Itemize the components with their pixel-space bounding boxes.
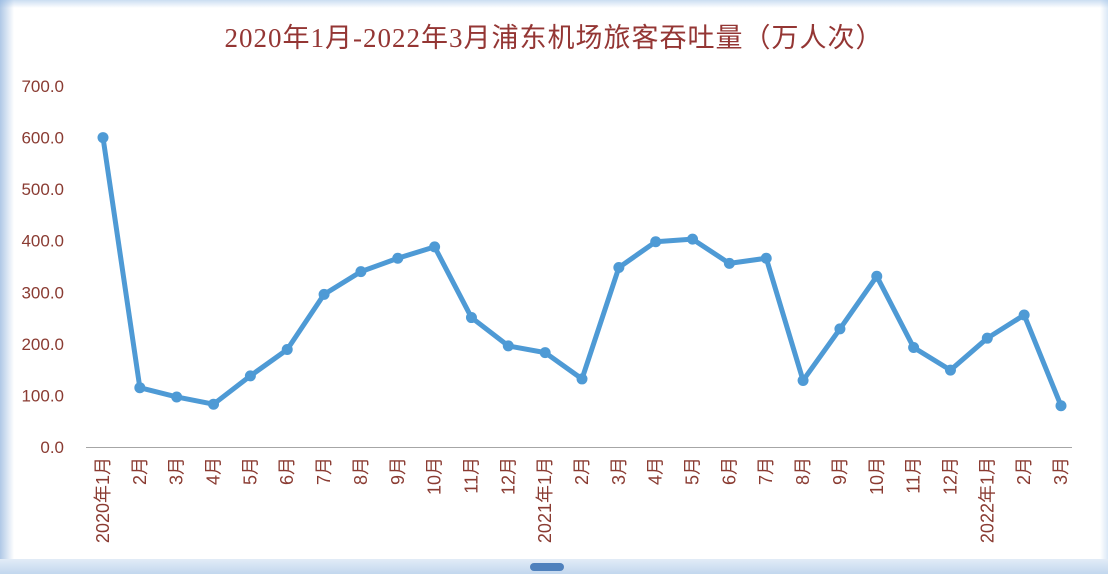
x-tick-label: 2022年1月 [977, 457, 997, 543]
horizontal-scrollbar-thumb[interactable] [530, 563, 564, 571]
data-point-marker [797, 374, 809, 386]
x-tick-label: 7月 [756, 457, 776, 485]
data-point-marker [281, 344, 293, 356]
data-point-marker [171, 391, 183, 403]
data-point-marker [1055, 400, 1067, 412]
y-tick-label: 300.0 [21, 283, 64, 302]
data-point-marker [981, 332, 993, 344]
x-tick-label: 12月 [940, 457, 960, 495]
data-point-marker [355, 266, 367, 278]
data-point-marker [834, 323, 846, 335]
x-tick-label: 9月 [388, 457, 408, 485]
data-point-marker [944, 364, 956, 376]
data-point-marker [650, 236, 662, 248]
data-point-marker [539, 347, 551, 359]
line-series [100, 135, 1064, 409]
data-point-marker [1018, 309, 1030, 321]
y-tick-label: 500.0 [21, 180, 64, 199]
data-point-marker [97, 132, 109, 144]
data-point-marker [613, 262, 625, 274]
x-tick-label: 3月 [609, 457, 629, 485]
data-point-marker [576, 373, 588, 385]
y-tick-label: 0.0 [40, 438, 64, 457]
x-tick-label: 8月 [793, 457, 813, 485]
data-point-marker [871, 270, 883, 282]
x-tick-label: 2021年1月 [535, 457, 555, 543]
data-point-marker [760, 252, 772, 264]
data-point-marker [723, 257, 735, 269]
x-tick-label: 3月 [167, 457, 187, 485]
x-tick-label: 11月 [461, 457, 481, 494]
x-tick-label: 12月 [498, 457, 518, 495]
x-tick-label: 11月 [904, 457, 924, 494]
x-tick-label: 2020年1月 [93, 457, 113, 543]
data-point-marker [244, 370, 256, 382]
data-point-marker [429, 241, 441, 253]
y-tick-label: 400.0 [21, 232, 64, 251]
x-tick-label: 7月 [314, 457, 334, 485]
x-tick-label: 3月 [1051, 457, 1071, 485]
x-tick-label: 10月 [867, 457, 887, 495]
data-point-marker [392, 252, 404, 264]
x-tick-label: 4月 [646, 457, 666, 485]
x-tick-label: 6月 [277, 457, 297, 485]
x-tick-label: 2月 [572, 457, 592, 485]
x-tick-label: 5月 [240, 457, 260, 485]
horizontal-scrollbar [0, 559, 1108, 574]
data-point-marker [908, 341, 920, 353]
x-tick-label: 2月 [130, 457, 150, 485]
data-point-marker [465, 312, 477, 324]
y-tick-label: 100.0 [21, 386, 64, 405]
x-tick-label: 10月 [425, 457, 445, 495]
x-tick-label: 5月 [683, 457, 703, 485]
data-point-marker [208, 398, 220, 410]
y-tick-label: 700.0 [21, 77, 64, 96]
data-point-marker [687, 233, 699, 245]
x-tick-label: 6月 [719, 457, 739, 485]
chart-title: 2020年1月-2022年3月浦东机场旅客吞吐量（万人次） [224, 23, 884, 53]
x-tick-label: 4月 [204, 457, 224, 485]
data-point-marker [318, 288, 330, 300]
y-tick-label: 200.0 [21, 335, 64, 354]
x-tick-label: 2月 [1014, 457, 1034, 485]
data-point-marker [502, 340, 514, 352]
data-point-marker [134, 382, 146, 394]
x-tick-label: 9月 [830, 457, 850, 485]
x-tick-label: 8月 [351, 457, 371, 485]
y-tick-label: 600.0 [21, 129, 64, 148]
